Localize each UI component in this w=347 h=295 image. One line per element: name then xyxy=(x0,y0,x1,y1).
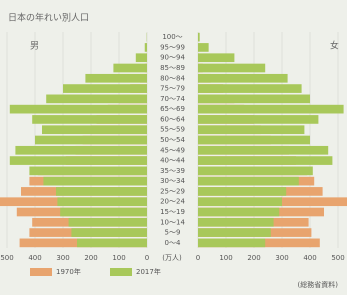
bar-female xyxy=(198,84,302,93)
chart-title: 日本の年れい別人口 xyxy=(8,12,89,24)
age-label: 100〜 xyxy=(162,33,182,41)
age-label: 5〜9 xyxy=(165,229,181,237)
age-label: 55〜59 xyxy=(160,126,185,134)
x-tick-label: 400 xyxy=(303,254,316,262)
age-label: 60〜64 xyxy=(160,115,185,123)
legend-swatch xyxy=(30,268,52,276)
age-label: 75〜79 xyxy=(160,85,185,93)
bar-male xyxy=(57,197,147,206)
bar-female xyxy=(198,218,274,227)
legend-label: 1970年 xyxy=(56,267,81,276)
bar-male xyxy=(145,43,147,52)
age-label: 10〜14 xyxy=(160,218,185,226)
bar-female xyxy=(198,115,318,124)
age-label: 15〜19 xyxy=(160,208,185,216)
bar-male xyxy=(85,74,147,83)
x-tick-label: 500 xyxy=(331,254,344,262)
bar-female xyxy=(198,197,282,206)
bar-female xyxy=(198,33,200,42)
bar-male xyxy=(10,105,147,114)
left-label: 男 xyxy=(30,41,39,52)
age-label: 0〜4 xyxy=(165,239,181,247)
bar-female xyxy=(198,43,209,52)
bar-female xyxy=(198,64,265,73)
bar-female xyxy=(198,177,299,186)
bar-female xyxy=(198,156,332,165)
age-label: 80〜84 xyxy=(160,74,185,82)
bar-male xyxy=(29,167,147,176)
legend-swatch xyxy=(110,268,132,276)
bar-male xyxy=(43,177,147,186)
age-label: 35〜39 xyxy=(160,167,185,175)
bar-female xyxy=(198,95,310,104)
age-label: 90〜94 xyxy=(160,54,185,62)
bar-male xyxy=(60,208,147,217)
unit-label: (万人) xyxy=(162,254,182,262)
bar-male xyxy=(15,146,147,155)
x-tick-label: 200 xyxy=(247,254,260,262)
bar-male xyxy=(69,218,147,227)
bar-male xyxy=(113,64,147,73)
x-tick-label: 400 xyxy=(28,254,41,262)
x-tick-label: 0 xyxy=(145,254,149,262)
x-tick-label: 0 xyxy=(196,254,200,262)
age-label: 20〜24 xyxy=(160,198,185,206)
bar-female xyxy=(198,167,313,176)
bar-female xyxy=(198,228,271,237)
x-tick-label: 100 xyxy=(219,254,232,262)
age-label: 30〜34 xyxy=(160,177,185,185)
bar-male xyxy=(10,156,147,165)
age-label: 95〜99 xyxy=(160,43,185,51)
x-tick-label: 500 xyxy=(0,254,13,262)
bar-female xyxy=(198,74,288,83)
age-label: 45〜49 xyxy=(160,146,185,154)
source: (総務省資料) xyxy=(298,280,339,289)
bar-male xyxy=(35,136,147,145)
x-tick-label: 200 xyxy=(84,254,97,262)
bar-male xyxy=(42,125,147,134)
bar-male xyxy=(77,239,147,248)
age-label: 85〜89 xyxy=(160,64,185,72)
bar-female xyxy=(198,125,304,134)
age-label: 50〜54 xyxy=(160,136,185,144)
page: {"chart_data": {"type": "pyramid", "titl… xyxy=(0,0,347,295)
right-label: 女 xyxy=(330,40,339,52)
bar-male xyxy=(56,187,147,196)
x-tick-label: 300 xyxy=(56,254,69,262)
bar-male xyxy=(71,228,147,237)
bar-female xyxy=(198,105,344,114)
bar-female xyxy=(198,187,286,196)
bar-male xyxy=(63,84,147,93)
age-label: 25〜29 xyxy=(160,187,185,195)
age-label: 70〜74 xyxy=(160,95,185,103)
legend-label: 2017年 xyxy=(136,267,161,276)
bar-female xyxy=(198,239,265,248)
bar-female xyxy=(198,146,328,155)
age-label: 65〜69 xyxy=(160,105,185,113)
chart: 日本の年れい別人口 男 女 (万人) (総務省資料) 0 0 100 100 200 20… xyxy=(0,0,347,295)
bar-female xyxy=(198,208,279,217)
bar-male xyxy=(32,115,147,124)
x-tick-label: 300 xyxy=(275,254,288,262)
x-tick-label: 100 xyxy=(112,254,125,262)
bar-female xyxy=(198,53,234,62)
bar-male xyxy=(136,53,147,62)
bar-female xyxy=(198,136,310,145)
bar-male xyxy=(46,95,147,104)
age-label: 40〜44 xyxy=(160,157,185,165)
